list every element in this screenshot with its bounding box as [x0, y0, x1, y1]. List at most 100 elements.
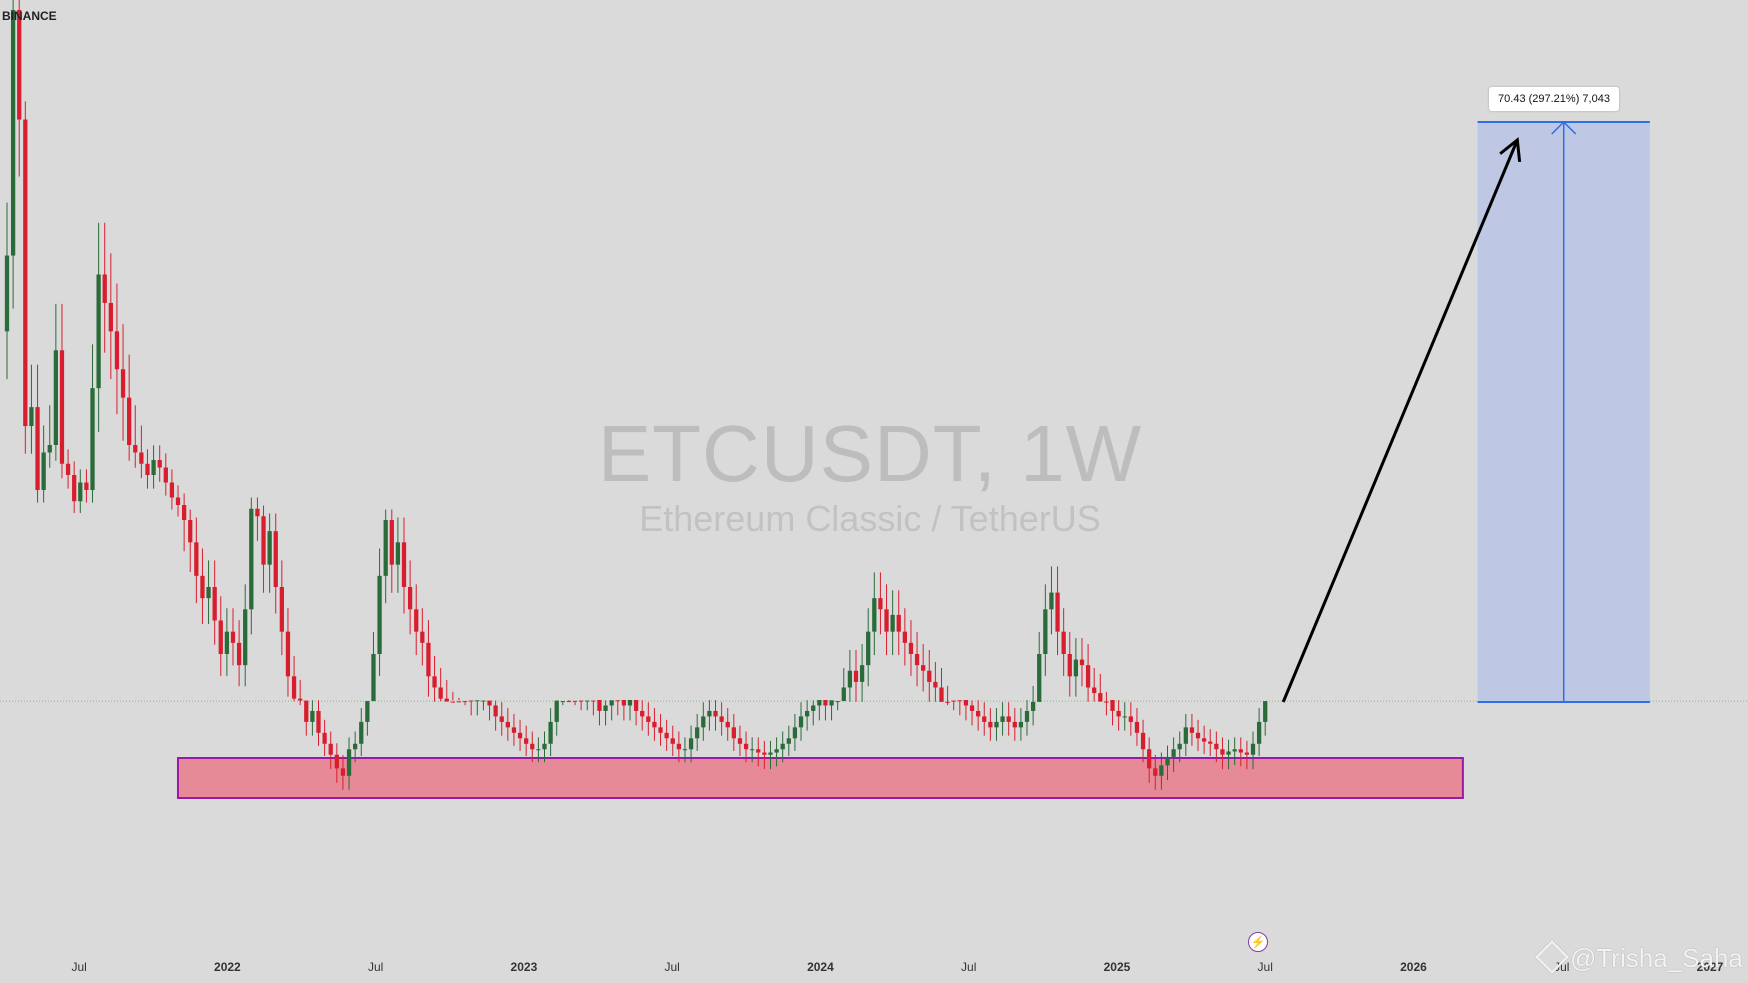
candle [670, 738, 675, 744]
candle [456, 701, 462, 703]
candle [579, 700, 584, 702]
x-tick-label: 2023 [510, 960, 538, 974]
candle [120, 369, 126, 398]
candle [896, 614, 901, 632]
candle [695, 727, 700, 739]
candle [560, 701, 565, 703]
candle [621, 700, 627, 706]
candle [976, 710, 981, 717]
candle [1018, 721, 1024, 728]
candle [1012, 721, 1017, 728]
candle [835, 701, 840, 703]
candle [1092, 687, 1097, 694]
candle [261, 516, 266, 565]
candle [945, 701, 950, 703]
candle [420, 631, 425, 643]
candle [322, 732, 327, 744]
candle [633, 700, 639, 711]
candle [206, 586, 211, 599]
candle [273, 531, 278, 587]
candle [407, 586, 413, 610]
x-tick-label: Jul [1257, 960, 1273, 974]
candle [884, 609, 889, 632]
lightning-icon[interactable]: ⚡ [1248, 932, 1268, 952]
candle [145, 463, 150, 475]
candle [310, 710, 315, 722]
candle [957, 700, 962, 702]
candle [524, 738, 529, 744]
candle [921, 665, 926, 671]
candle [181, 505, 187, 520]
candle [823, 700, 828, 706]
candle [493, 705, 498, 717]
candle [682, 749, 688, 751]
candle [646, 716, 651, 722]
candle [701, 716, 706, 728]
candle [548, 721, 553, 744]
candle [725, 721, 730, 728]
candle [566, 701, 572, 703]
candle [1116, 710, 1121, 717]
candle [1183, 727, 1188, 744]
candle [1067, 653, 1072, 677]
support-zone[interactable] [176, 757, 1464, 799]
x-tick-label: Jul [664, 960, 680, 974]
candle [511, 727, 517, 733]
exchange-label: BINANCE [2, 9, 57, 23]
candle [127, 397, 132, 445]
candle [890, 614, 895, 632]
candle [133, 445, 138, 453]
candle [829, 700, 834, 706]
candle [1165, 756, 1170, 766]
candle [804, 710, 810, 717]
candle [469, 700, 474, 702]
candle [175, 497, 181, 505]
candle [811, 705, 816, 711]
candle [780, 743, 785, 750]
candle [487, 700, 492, 706]
candle [316, 710, 321, 733]
candle [1037, 653, 1042, 702]
candle [108, 302, 113, 332]
candle [756, 749, 761, 753]
candle [481, 700, 486, 702]
candle [817, 700, 822, 706]
candle [652, 721, 657, 728]
candle [114, 331, 120, 370]
candle [688, 738, 694, 750]
candle [29, 407, 34, 427]
candle [1256, 721, 1262, 744]
candle [102, 274, 107, 303]
candle [194, 542, 199, 576]
candle [1177, 743, 1182, 750]
candle [859, 665, 865, 682]
candle [139, 452, 144, 464]
candle [426, 642, 431, 677]
candle [517, 732, 523, 739]
candle [713, 710, 718, 717]
candle [243, 609, 248, 666]
candle [1214, 743, 1219, 750]
candle [212, 586, 217, 621]
candle [1147, 749, 1152, 769]
candle [450, 701, 456, 703]
candle [230, 631, 236, 643]
candle [841, 687, 846, 702]
candle [853, 670, 859, 682]
candle [157, 460, 162, 468]
candle [255, 508, 260, 517]
projection-arrow[interactable] [1281, 139, 1519, 703]
candle [47, 445, 52, 453]
x-tick-label: Jul [961, 960, 977, 974]
candle [847, 670, 853, 688]
candle [383, 520, 388, 576]
candle [1073, 659, 1079, 677]
candle [304, 700, 309, 722]
candle [163, 467, 168, 483]
candle [1195, 732, 1201, 739]
candle [615, 700, 620, 702]
candle [377, 575, 382, 654]
candle [927, 670, 932, 682]
